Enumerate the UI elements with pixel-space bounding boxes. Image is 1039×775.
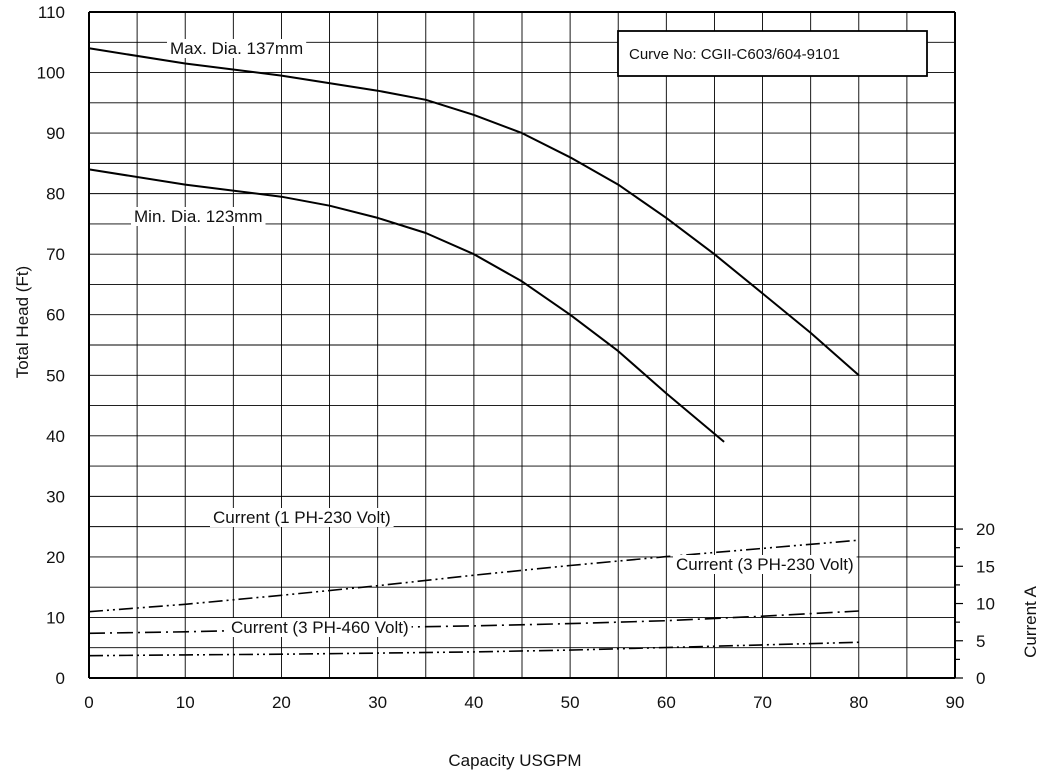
series-label-bg (673, 555, 857, 574)
grid (88, 11, 963, 679)
x-tick-label: 20 (272, 693, 291, 712)
y-tick-label: 100 (37, 64, 65, 83)
series-line-1 (88, 47, 860, 377)
curve-number-text: Curve No: CGII-C603/604-9101 (629, 46, 840, 63)
curve-number-box-frame (617, 30, 928, 77)
series-label: Current (1 PH-230 Volt) (213, 508, 391, 527)
y2-tick-label: 0 (976, 669, 985, 688)
series-line-3 (88, 539, 859, 613)
y-tick-label: 10 (46, 608, 65, 627)
y-tick-label: 0 (56, 669, 65, 688)
y-tick-label: 80 (46, 185, 65, 204)
y-tick-label: 30 (46, 487, 65, 506)
y-tick-label: 20 (46, 548, 65, 567)
curves (88, 47, 860, 657)
y2-tick-label: 10 (976, 595, 995, 614)
x-tick-label: 10 (176, 693, 195, 712)
y2-axis-title: Current A (1021, 585, 1039, 657)
curve-number-box: Curve No: CGII-C603/604-9101 (617, 30, 928, 77)
x-tick-label: 50 (561, 693, 580, 712)
series-label: Min. Dia. 123mm (134, 207, 262, 226)
series-label-bg (131, 207, 266, 226)
y-axis-title: Total Head (Ft) (13, 266, 32, 378)
y2-tick-label: 5 (976, 632, 985, 651)
y-tick-label: 110 (38, 3, 65, 22)
tick-labels: 0 10 20 30 40 50 60 70 80 90010203040506070809010… (37, 3, 995, 712)
series-label: Current (3 PH-230 Volt) (676, 555, 854, 574)
x-tick-label: 70 (753, 693, 772, 712)
x-tick-label: 90 (946, 693, 965, 712)
y-tick-label: 50 (46, 366, 65, 385)
x-tick-label: 60 (657, 693, 676, 712)
x-tick-label: 0 (84, 693, 93, 712)
y2-tick-label: 15 (976, 557, 995, 576)
series-line-2 (88, 168, 725, 443)
series-label-bg (210, 508, 394, 527)
x-tick-label: 40 (464, 693, 483, 712)
y2-tick-label: 20 (976, 520, 995, 539)
x-tick-label: 80 (849, 693, 868, 712)
y-tick-label: 60 (46, 306, 65, 325)
y-tick-label: 90 (46, 124, 65, 143)
y-tick-label: 40 (46, 427, 65, 446)
series-label: Max. Dia. 137mm (170, 39, 303, 58)
series-line-5 (88, 641, 859, 657)
x-tick-label: 30 (368, 693, 387, 712)
series-label-bg (167, 39, 307, 58)
curve-labels: Max. Dia. 137mm Min. Dia. 123mm Current (1… (131, 39, 857, 637)
series-label-bg (228, 618, 412, 637)
x-axis-title: Capacity USGPM (448, 751, 581, 770)
series-label: Current (3 PH-460 Volt) (231, 618, 409, 637)
y-tick-label: 70 (46, 245, 65, 264)
